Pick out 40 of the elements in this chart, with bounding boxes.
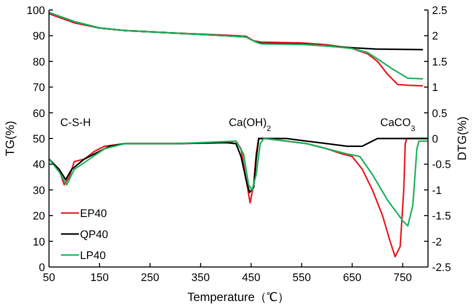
y-tick-label: 20 (32, 210, 45, 223)
y-tick-label: 10 (32, 236, 45, 248)
y-tick-label: 50 (32, 134, 45, 146)
y2-tick-label: 2.5 (432, 5, 448, 17)
y2-tick-label: 0 (432, 134, 438, 146)
y-axis-title: TG(%) (3, 120, 17, 156)
y2-tick-label: -1.5 (432, 210, 451, 223)
y-tick-label: 90 (32, 30, 45, 43)
x-tick-label: 50 (42, 272, 56, 284)
x-axis-title: Temperature（℃） (187, 290, 290, 304)
y-tick-label: 80 (32, 56, 45, 68)
y-tick-label: 0 (38, 262, 45, 274)
y-tick-label: 100 (26, 5, 45, 17)
y2-tick-label: -2 (432, 236, 442, 248)
y2-tick-label: 0.5 (432, 108, 448, 120)
y2-tick-label: -0.5 (432, 159, 451, 172)
y2-tick-label: 2 (432, 30, 438, 43)
y2-tick-label: -1 (432, 184, 442, 197)
x-tick-label: 150 (90, 272, 109, 284)
annotation: C-S-H (60, 117, 91, 129)
y2-tick-label: 1 (432, 82, 438, 94)
y-tick-label: 70 (32, 82, 45, 94)
x-tick-label: 550 (292, 272, 311, 284)
legend-label: EP40 (80, 208, 107, 220)
y2-tick-label: -2.5 (432, 262, 451, 274)
x-tick-label: 250 (140, 272, 160, 284)
x-tick-label: 450 (242, 272, 260, 284)
x-tick-label: 750 (394, 272, 412, 284)
x-tick-label: 650 (343, 272, 362, 284)
y-tick-label: 60 (32, 108, 45, 120)
y2-tick-label: 1.5 (432, 56, 448, 68)
legend-label: LP40 (80, 250, 106, 262)
y-tick-label: 30 (32, 184, 45, 197)
legend-label: QP40 (80, 229, 108, 241)
line-series (48, 138, 429, 227)
y2-axis-title: DTG(%) (455, 116, 469, 160)
annotation: CaCO$_{3}$ (380, 117, 416, 132)
annotation: Ca(OH)$_{2}$ (228, 117, 271, 132)
y-tick-label: 40 (32, 159, 45, 172)
x-tick-label: 350 (191, 272, 210, 284)
